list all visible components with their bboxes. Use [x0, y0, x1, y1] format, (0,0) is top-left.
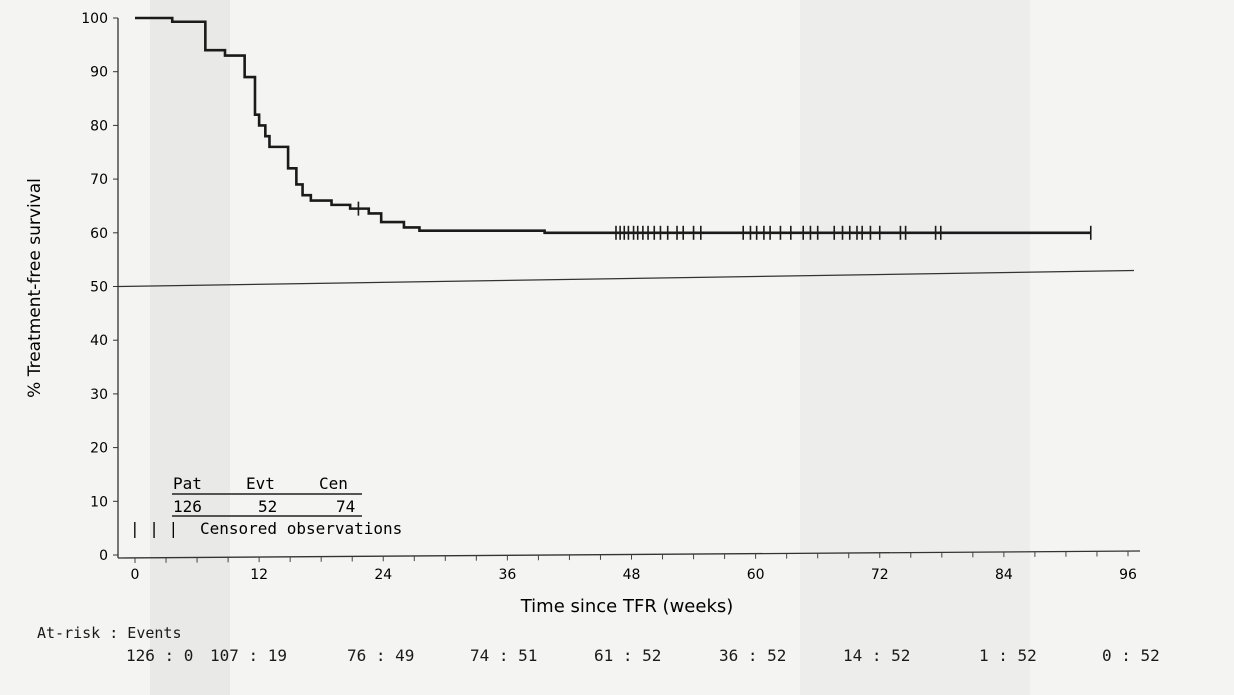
at-risk-value: 61 : 52 — [594, 646, 662, 665]
reference-line-50 — [117, 269, 1135, 288]
at-risk-value: 76 : 49 — [347, 646, 415, 665]
y-tick-label: 50 — [90, 280, 108, 296]
x-axis-label: Time since TFR (weeks) — [520, 596, 734, 617]
table-value-cen: 74 — [336, 497, 355, 516]
at-risk-value: 107 : 19 — [210, 646, 288, 665]
x-tick-label: 60 — [747, 567, 765, 583]
at-risk-value: 0 : 52 — [1102, 646, 1160, 665]
y-tick-label: 90 — [90, 65, 108, 81]
survival-curve — [135, 16, 1091, 235]
y-tick-label: 10 — [90, 494, 108, 510]
y-tick-label: 100 — [81, 11, 108, 27]
table-header-pat: Pat — [173, 474, 202, 493]
x-tick-label: 96 — [1119, 567, 1137, 583]
at-risk-value: 1 : 52 — [979, 646, 1037, 665]
legend-censor-symbol: | | | — [130, 519, 178, 538]
legend-censor-label: Censored observations — [200, 519, 402, 538]
at-risk-value: 36 : 52 — [719, 646, 787, 665]
x-tick-label: 24 — [374, 567, 392, 583]
y-tick-label: 20 — [90, 441, 108, 457]
x-tick-label: 84 — [995, 567, 1013, 583]
y-tick-label: 40 — [90, 333, 108, 349]
y-tick-label: 80 — [90, 118, 108, 134]
table-header-cen: Cen — [319, 474, 348, 493]
at-risk-value: 126 : 0 — [126, 646, 194, 665]
y-axis-label: % Treatment-free survival — [25, 178, 45, 398]
x-tick-label: 12 — [250, 567, 268, 583]
x-tick-label: 0 — [131, 567, 140, 583]
scan-shade — [150, 0, 230, 695]
x-axis-line — [117, 550, 1141, 559]
at-risk-value: 74 : 51 — [470, 646, 538, 665]
y-tick-label: 0 — [99, 548, 108, 564]
x-tick-label: 48 — [623, 567, 641, 583]
scan-shade — [800, 0, 1030, 695]
y-tick-label: 30 — [90, 387, 108, 403]
x-tick-label: 72 — [871, 567, 889, 583]
x-tick-label: 36 — [498, 567, 516, 583]
at-risk-value: 14 : 52 — [843, 646, 911, 665]
table-header-evt: Evt — [246, 474, 275, 493]
at-risk-label: At-risk : Events — [37, 624, 182, 642]
y-tick-label: 60 — [90, 226, 108, 242]
y-tick-label: 70 — [90, 172, 108, 188]
table-value-evt: 52 — [258, 497, 277, 516]
table-value-pat: 126 — [173, 497, 202, 516]
